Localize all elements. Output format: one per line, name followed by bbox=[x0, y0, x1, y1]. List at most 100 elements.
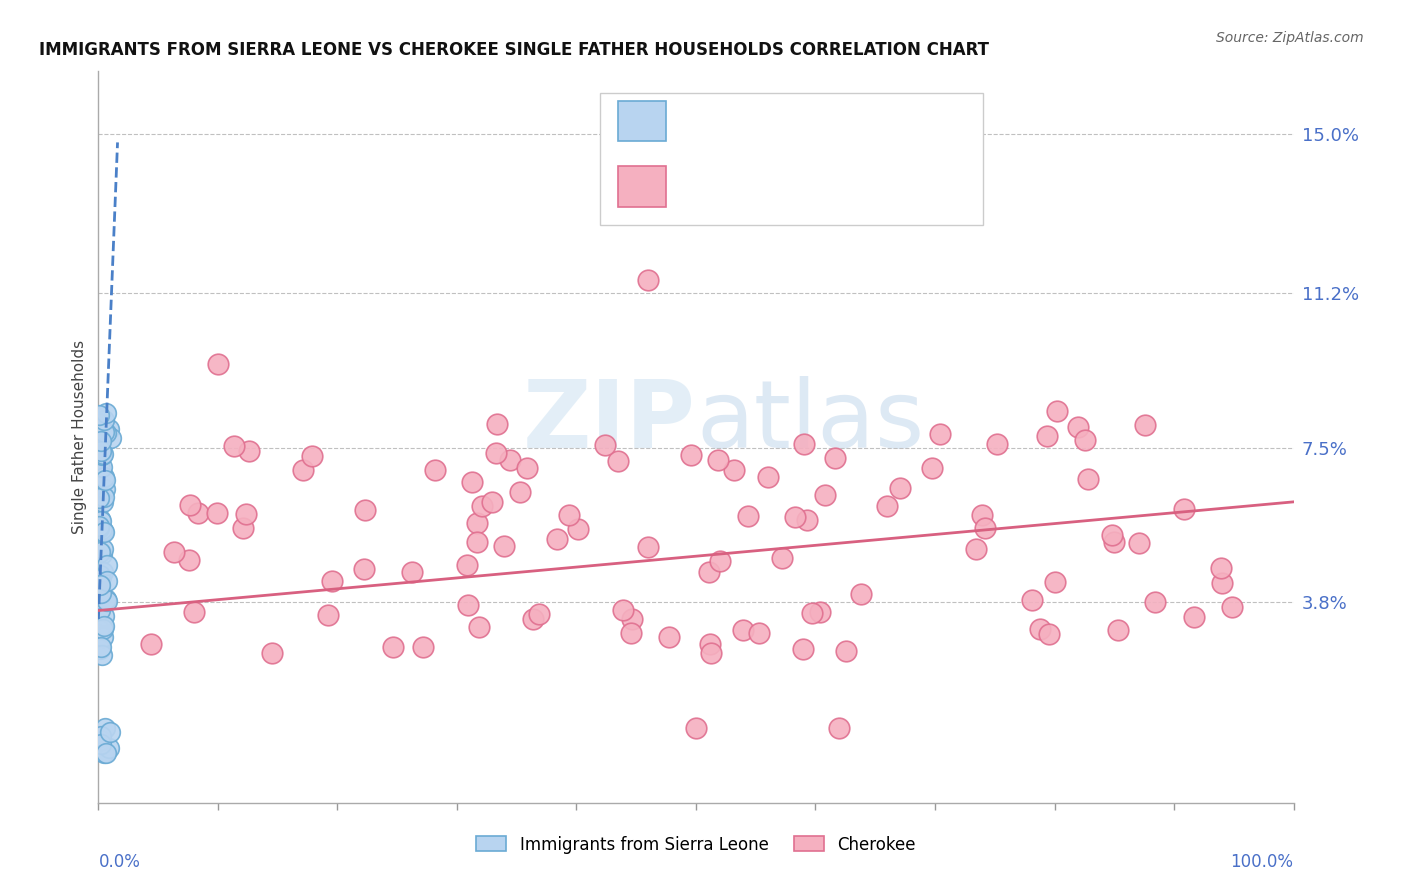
Point bbox=[965, 542, 987, 557]
Point bbox=[699, 565, 721, 579]
Point bbox=[456, 558, 478, 572]
Point bbox=[183, 606, 205, 620]
Point bbox=[90, 737, 112, 751]
Point bbox=[412, 640, 434, 654]
Point bbox=[527, 607, 550, 622]
Point bbox=[1077, 472, 1099, 486]
Point bbox=[89, 592, 111, 607]
Point bbox=[93, 746, 115, 760]
Text: ZIP: ZIP bbox=[523, 376, 696, 468]
Point bbox=[516, 461, 538, 475]
Point bbox=[792, 641, 814, 656]
Text: R = 0.257   N = 102: R = 0.257 N = 102 bbox=[685, 178, 852, 195]
Point bbox=[814, 488, 837, 502]
Point bbox=[481, 495, 503, 509]
Point bbox=[91, 542, 114, 557]
Point bbox=[353, 561, 375, 575]
Point bbox=[658, 630, 681, 644]
Point bbox=[612, 603, 634, 617]
Point bbox=[1021, 592, 1043, 607]
Point bbox=[321, 574, 343, 589]
Point bbox=[1101, 528, 1123, 542]
Point bbox=[238, 444, 260, 458]
Point bbox=[91, 622, 114, 636]
Point bbox=[494, 539, 516, 553]
Point bbox=[1135, 418, 1157, 433]
Point bbox=[90, 570, 112, 584]
Point bbox=[607, 453, 630, 467]
Legend: Immigrants from Sierra Leone, Cherokee: Immigrants from Sierra Leone, Cherokee bbox=[470, 829, 922, 860]
Point bbox=[620, 626, 643, 640]
Point bbox=[98, 741, 121, 756]
Point bbox=[457, 598, 479, 612]
Point bbox=[94, 746, 117, 760]
Point bbox=[291, 463, 314, 477]
Point bbox=[90, 733, 112, 747]
Point bbox=[93, 483, 115, 497]
Point bbox=[89, 623, 111, 637]
Point bbox=[382, 640, 405, 655]
Point bbox=[737, 508, 759, 523]
Point bbox=[546, 532, 568, 546]
Point bbox=[93, 490, 115, 504]
Point bbox=[801, 606, 824, 620]
Point bbox=[1043, 575, 1066, 590]
Point bbox=[90, 434, 112, 448]
Point bbox=[621, 612, 644, 626]
Text: 0.0%: 0.0% bbox=[98, 853, 141, 871]
Point bbox=[90, 729, 112, 743]
Point bbox=[94, 721, 117, 735]
Point bbox=[93, 619, 115, 633]
Point bbox=[1173, 501, 1195, 516]
Point bbox=[1038, 627, 1060, 641]
Point bbox=[828, 721, 851, 735]
Point bbox=[522, 612, 544, 626]
Point bbox=[723, 463, 745, 477]
Point bbox=[260, 646, 283, 660]
Point bbox=[756, 470, 779, 484]
Point bbox=[205, 506, 228, 520]
Point bbox=[465, 535, 488, 549]
Point bbox=[187, 506, 209, 520]
FancyBboxPatch shape bbox=[600, 94, 983, 225]
Point bbox=[401, 565, 423, 579]
Point bbox=[96, 406, 118, 420]
Text: atlas: atlas bbox=[696, 376, 924, 468]
Point bbox=[91, 448, 114, 462]
Point bbox=[98, 422, 121, 436]
Point bbox=[91, 547, 114, 561]
Text: IMMIGRANTS FROM SIERRA LEONE VS CHEROKEE SINGLE FATHER HOUSEHOLDS CORRELATION CH: IMMIGRANTS FROM SIERRA LEONE VS CHEROKEE… bbox=[39, 41, 988, 59]
Point bbox=[1107, 624, 1129, 638]
Point bbox=[90, 648, 112, 662]
Point bbox=[163, 545, 186, 559]
Point bbox=[499, 453, 522, 467]
Point bbox=[91, 630, 114, 644]
Point bbox=[785, 509, 807, 524]
FancyBboxPatch shape bbox=[619, 101, 666, 141]
Point bbox=[87, 519, 110, 533]
Point bbox=[485, 445, 508, 459]
Point bbox=[89, 603, 111, 617]
Point bbox=[91, 495, 114, 509]
Point bbox=[835, 644, 858, 658]
Point bbox=[679, 448, 702, 462]
Point bbox=[706, 452, 728, 467]
Point bbox=[91, 565, 114, 579]
Point bbox=[974, 521, 997, 535]
Point bbox=[876, 500, 898, 514]
Point bbox=[685, 721, 707, 735]
Point bbox=[90, 587, 112, 601]
Point bbox=[1144, 594, 1167, 608]
Point bbox=[770, 550, 793, 565]
Point bbox=[89, 568, 111, 582]
Point bbox=[354, 503, 377, 517]
Point bbox=[90, 522, 112, 536]
Point bbox=[87, 521, 110, 535]
Point bbox=[90, 514, 112, 528]
Point bbox=[87, 408, 110, 422]
Point bbox=[637, 273, 659, 287]
Point bbox=[89, 417, 111, 431]
Point bbox=[731, 623, 754, 637]
Point bbox=[972, 508, 994, 523]
Point bbox=[179, 498, 201, 512]
